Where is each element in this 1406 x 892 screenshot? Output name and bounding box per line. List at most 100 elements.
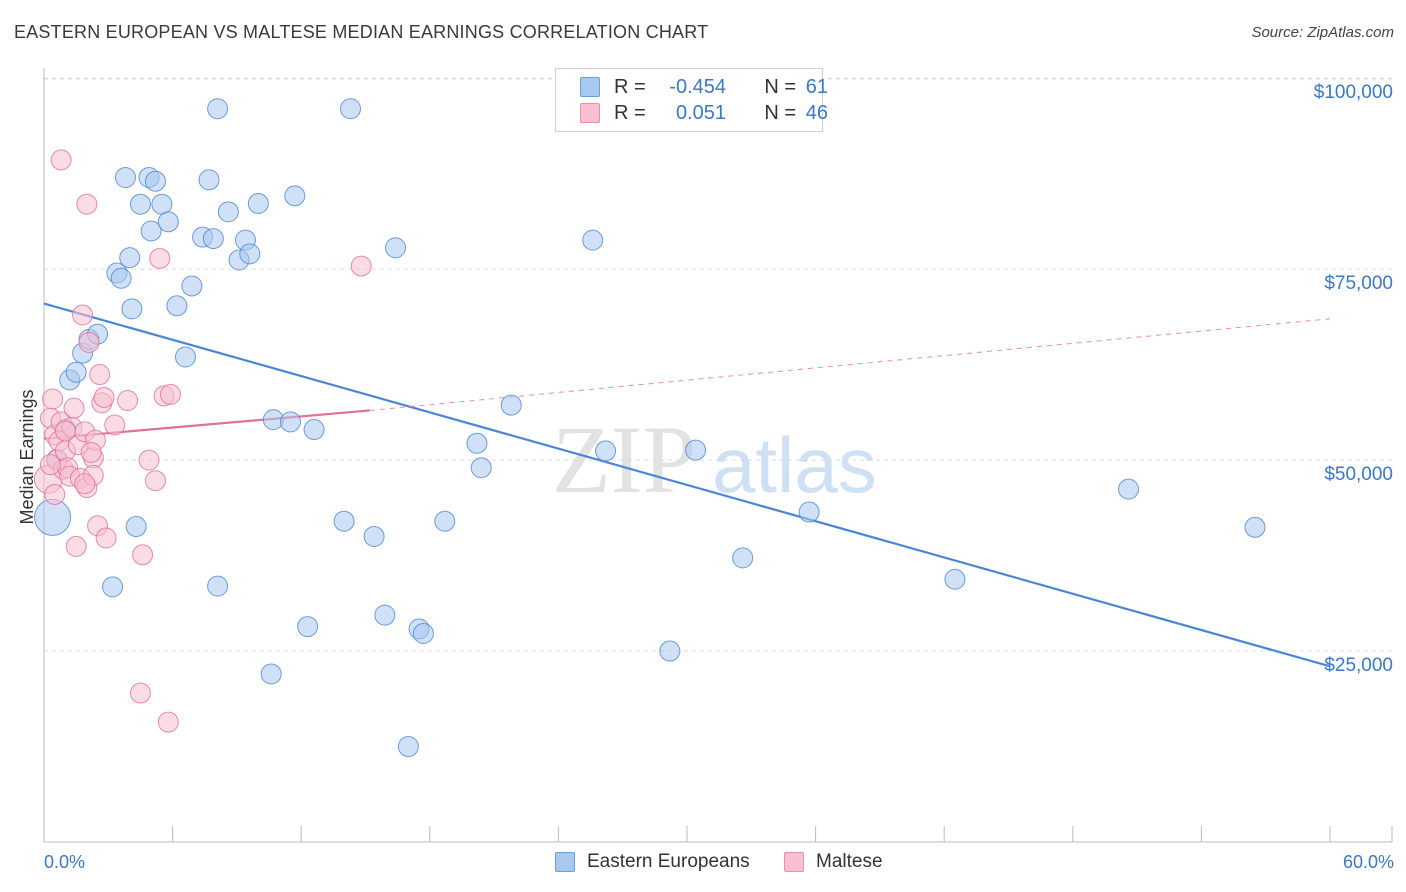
eastern-europeans-point [119,247,141,269]
maltese-point [74,473,96,495]
eastern-europeans-point [595,440,617,462]
watermark: ZIP atlas [552,406,877,513]
maltese-point [157,711,179,733]
data-points [33,98,1266,758]
maltese-point [54,420,76,442]
eastern-europeans-point [500,394,522,416]
eastern-europeans-point [466,432,488,454]
legend-row-eastern-europeans: R = -0.454 N = 61 [580,75,828,99]
y-tick-label: $100,000 [1314,82,1393,103]
eastern-europeans-point [732,547,754,569]
eastern-europeans-point [247,192,269,214]
maltese-point [159,383,181,405]
legend-n-value: 61 [805,75,828,98]
eastern-europeans-point [198,169,220,191]
maltese-point [44,483,66,505]
maltese-trend-extension [369,318,1331,411]
eastern-europeans-point [217,201,239,223]
eastern-europeans-point [1118,478,1140,500]
chart-title: EASTERN EUROPEAN VS MALTESE MEDIAN EARNI… [14,22,709,42]
maltese-point [93,386,115,408]
eastern-europeans-point [140,220,162,242]
maltese-point [50,149,72,171]
eastern-europeans-point [434,510,456,532]
eastern-europeans-point [397,736,419,758]
maltese-point [138,449,160,471]
eastern-europeans-point [102,576,124,598]
y-axis-label: Median Earnings [17,389,37,524]
maltese-point [129,682,151,704]
eastern-europeans-point [333,510,355,532]
eastern-europeans-point [659,640,681,662]
maltese-point [132,544,154,566]
maltese-point [76,193,98,215]
bottom-legend-label: Eastern Europeans [587,851,750,872]
x-axis-min-label: 0.0% [44,852,86,872]
eastern-europeans-point [144,170,166,192]
legend-swatch-blue [580,77,600,97]
eastern-europeans-point [374,604,396,626]
legend-n-label: N = [764,75,796,98]
maltese-point [149,247,171,269]
eastern-europeans-point [151,193,173,215]
bottom-legend-swatch-pink [784,852,804,872]
legend-n-value: 46 [805,101,828,124]
y-tick-label: $25,000 [1324,655,1393,676]
maltese-point [72,304,94,326]
eastern-europeans-point [166,295,188,317]
eastern-europeans-point [284,185,306,207]
eastern-europeans-point [1244,516,1266,538]
eastern-europeans-point [303,419,325,441]
maltese-point [95,527,117,549]
bottom-legend-eastern-europeans: Eastern Europeans [555,851,750,873]
maltese-point [89,364,111,386]
legend-row-maltese: R = 0.051 N = 46 [580,101,828,125]
eastern-europeans-point [363,525,385,547]
y-tick-labels: $25,000 $50,000 $75,000 $100,000 [1314,82,1393,676]
eastern-europeans-point [181,275,203,297]
legend-r-label: R = [614,101,646,124]
maltese-point [78,331,100,353]
eastern-europeans-point [582,229,604,251]
maltese-point [65,535,87,557]
y-tick-label: $75,000 [1324,273,1393,294]
eastern-europeans-point [279,411,301,433]
legend-r-value: 0.051 [675,101,726,124]
eastern-europeans-point [121,298,143,320]
eastern-europeans-point [125,516,147,538]
bottom-legend-swatch-blue [555,852,575,872]
eastern-europeans-point [110,267,132,289]
watermark-atlas: atlas [712,421,877,509]
eastern-europeans-point [260,663,282,685]
eastern-europeans-point [239,243,261,265]
eastern-europeans-point [412,622,434,644]
eastern-europeans-point [339,98,361,120]
legend-swatch-pink [580,103,600,123]
maltese-point [350,255,372,277]
eastern-europeans-point [157,211,179,233]
maltese-point [117,390,139,412]
eastern-europeans-trend-line [43,302,1331,668]
eastern-europeans-point [34,498,72,536]
legend-r-label: R = [614,75,646,98]
bottom-legend-maltese: Maltese [784,851,883,873]
eastern-europeans-point [685,439,707,461]
eastern-europeans-point [207,98,229,120]
eastern-europeans-point [297,616,319,638]
eastern-europeans-point [65,361,87,383]
correlation-legend: R = -0.454 N = 61 R = 0.051 N = 46 [555,68,828,132]
maltese-point [104,414,126,436]
maltese-point [144,470,166,492]
maltese-point [42,388,64,410]
x-axis-max-label: 60.0% [1342,852,1394,872]
eastern-europeans-point [129,193,151,215]
eastern-europeans-point [174,346,196,368]
bottom-legend-label: Maltese [816,851,883,872]
gridlines [44,77,1392,652]
eastern-europeans-point [385,237,407,259]
legend-n-label: N = [764,101,796,124]
source-label: Source: ZipAtlas.com [1251,24,1394,41]
maltese-point [39,454,61,476]
eastern-europeans-point [470,457,492,479]
